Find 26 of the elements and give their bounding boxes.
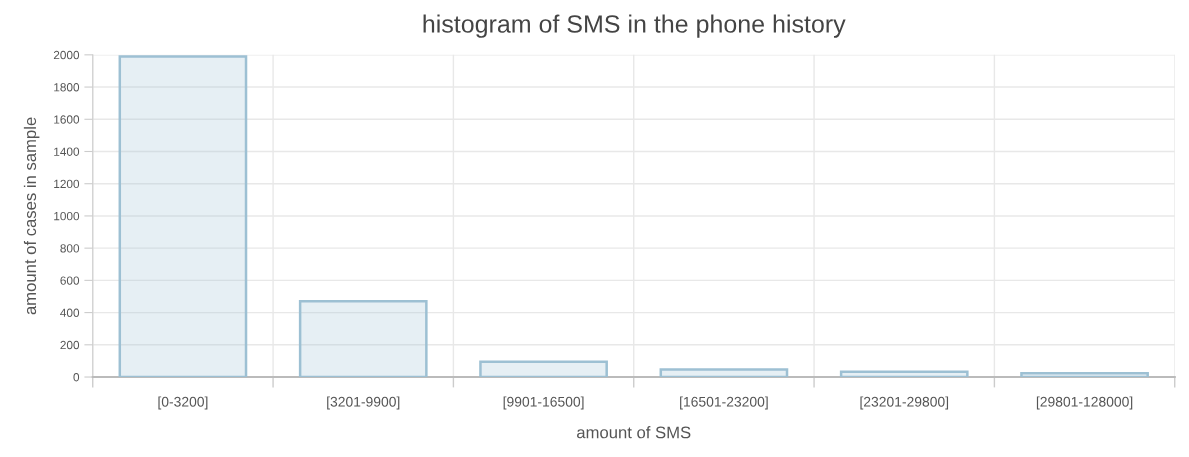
bar <box>298 300 428 378</box>
x-tick-label: [3201-9900] <box>327 396 400 410</box>
y-tick-label: 1000 <box>54 211 80 221</box>
y-tick-label: 1800 <box>54 83 80 92</box>
y-tick-label: 2000 <box>53 50 80 60</box>
bar <box>479 360 608 378</box>
y-tick-label: 400 <box>60 308 80 317</box>
x-tick-label: [16501-23200] <box>680 396 768 410</box>
y-tick-label: 200 <box>60 340 80 350</box>
x-axis-title: amount of SMS <box>577 426 691 439</box>
y-tick-label: 0 <box>73 373 80 382</box>
bar <box>659 368 789 378</box>
chart-title: histogram of SMS in the phone history <box>423 14 846 38</box>
y-axis-title: amount of cases in sample <box>23 117 40 315</box>
bar <box>118 55 248 378</box>
y-tick-label: 600 <box>60 276 80 285</box>
x-tick-label: [0-3200] <box>158 396 208 410</box>
x-tick-label: [23201-29800] <box>860 396 949 410</box>
y-tick-label: 800 <box>60 244 80 253</box>
bar <box>839 370 969 378</box>
y-tick-label: 1200 <box>54 179 80 189</box>
y-tick-label: 1400 <box>54 147 80 156</box>
bar <box>1020 371 1149 378</box>
x-tick-label: [9901-16500] <box>503 396 584 410</box>
y-tick-label: 1600 <box>54 115 80 124</box>
x-tick-label: [29801-128000] <box>1036 396 1133 410</box>
